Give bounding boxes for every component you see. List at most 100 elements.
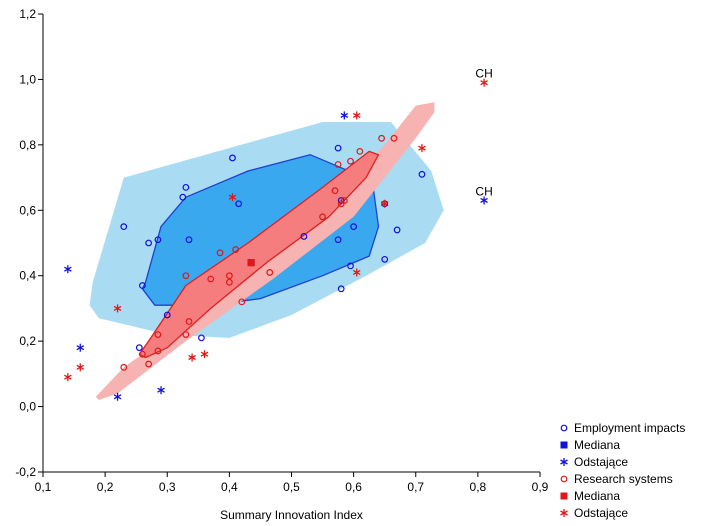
employment-circle-point	[179, 193, 187, 201]
research-asterisk-point	[418, 144, 426, 153]
legend: Employment impacts Mediana Odstające Resear…	[560, 421, 685, 520]
research-asterisk-point	[380, 199, 389, 208]
employment-circle-point	[145, 239, 153, 247]
research-asterisk-point	[480, 78, 488, 87]
employment-circle-point	[185, 236, 193, 244]
research-circle-point	[378, 134, 385, 142]
research-circle-point	[182, 331, 190, 339]
employment-asterisk-point	[113, 392, 122, 401]
research-asterisk-point	[76, 363, 85, 372]
employment-circle-point	[418, 170, 426, 178]
x-axis-title: Summary Innovation Index	[220, 508, 363, 522]
employment-circle-point	[182, 183, 190, 191]
research-circle-point	[225, 272, 233, 280]
employment-circle-point	[337, 197, 345, 204]
employment-circle-point	[120, 223, 128, 231]
employment-circle-point	[381, 255, 389, 263]
y-tick-label: 0,2	[19, 334, 36, 348]
research-asterisk-point	[188, 353, 196, 362]
research-circle-point	[145, 360, 153, 368]
data-points	[64, 78, 488, 401]
employment-circle-point	[347, 262, 354, 270]
x-tick-label: 0,8	[470, 480, 487, 494]
x-tick-label: 0,3	[159, 480, 176, 494]
research-circle-point	[347, 157, 354, 165]
legend-label: Research systems	[574, 472, 673, 486]
legend-label: Mediana	[574, 438, 620, 452]
research-asterisk-point	[200, 350, 209, 359]
employment-circle-point	[138, 282, 146, 289]
research-circle-point	[182, 272, 190, 280]
research-circle-point	[120, 363, 128, 371]
research-circle-point	[225, 278, 233, 286]
employment-asterisk-point	[157, 386, 165, 395]
research-circle-point	[340, 197, 348, 204]
research-square-point	[247, 259, 255, 267]
employment-circle-point	[300, 233, 308, 240]
envelope-regions	[89, 102, 444, 401]
x-tick-label: 0,6	[345, 480, 362, 494]
research-circle-point	[356, 147, 364, 155]
research-circle-point	[266, 269, 274, 276]
annotations: CH CH	[475, 67, 492, 199]
research-circle-point	[185, 318, 193, 325]
employment-circle-point	[135, 344, 143, 352]
employment-circle-point	[163, 311, 171, 319]
y-tick-label: 0,0	[19, 400, 36, 414]
employment-asterisk-point	[340, 111, 349, 120]
legend-label: Odstające	[574, 506, 628, 520]
point-annotation: CH	[475, 184, 492, 198]
tick-labels: 0,1 0,2 0,3 0,4 0,5 0,6 0,7 0,8 0,9 -0,2 0,0 0,2 0,4…	[15, 7, 548, 494]
legend-marker	[560, 475, 568, 483]
x-tick-label: 0,5	[283, 480, 300, 494]
x-tick-label: 0,2	[97, 480, 114, 494]
x-tick-label: 0,4	[221, 480, 238, 494]
x-tick-label: 0,1	[35, 480, 52, 494]
y-tick-label: 1,2	[19, 7, 36, 21]
legend-marker	[560, 424, 568, 432]
y-tick-label: 1,0	[19, 72, 36, 86]
employment-circle-point	[393, 226, 401, 234]
research-asterisk-point	[228, 193, 237, 202]
research-circle-point	[319, 213, 326, 221]
y-tick-label: -0,2	[15, 465, 36, 479]
y-tick-label: 0,8	[19, 138, 36, 152]
research-asterisk-point	[113, 304, 122, 313]
employment-circle-point	[334, 236, 342, 244]
research-asterisk-point	[64, 373, 72, 382]
employment-asterisk-point	[76, 343, 85, 352]
research-circle-point	[232, 246, 239, 253]
research-circle-point	[331, 187, 339, 195]
research-circle-point	[154, 347, 162, 355]
employment-circle-point	[229, 154, 236, 162]
research-circle-point	[238, 298, 246, 306]
research-asterisk-point	[352, 268, 361, 277]
research-asterisk-point	[352, 111, 361, 120]
region-research-outer	[95, 102, 435, 401]
employment-circle-point	[337, 285, 345, 293]
employment-circle-point	[198, 334, 205, 342]
research-circle-point	[216, 249, 224, 257]
research-circle-point	[207, 275, 215, 283]
employment-circle-point	[154, 236, 162, 244]
research-circle-point	[390, 134, 398, 142]
employment-circle-point	[235, 200, 243, 208]
legend-label: Employment impacts	[574, 421, 685, 435]
employment-asterisk-point	[64, 265, 72, 274]
point-annotation: CH	[475, 67, 492, 81]
x-tick-label: 0,9	[532, 480, 549, 494]
research-circle-point	[334, 161, 342, 168]
employment-asterisk-point	[480, 196, 488, 205]
x-tick-label: 0,7	[407, 480, 424, 494]
legend-marker	[560, 492, 568, 500]
legend-marker	[560, 441, 568, 449]
legend-marker	[560, 458, 568, 466]
research-circle-point	[154, 331, 162, 339]
employment-circle-point	[350, 223, 358, 231]
legend-label: Odstające	[574, 455, 628, 469]
region-research-inner	[138, 150, 380, 359]
legend-label: Mediana	[574, 489, 620, 503]
y-tick-label: 0,4	[19, 269, 36, 283]
y-tick-label: 0,6	[19, 203, 36, 217]
